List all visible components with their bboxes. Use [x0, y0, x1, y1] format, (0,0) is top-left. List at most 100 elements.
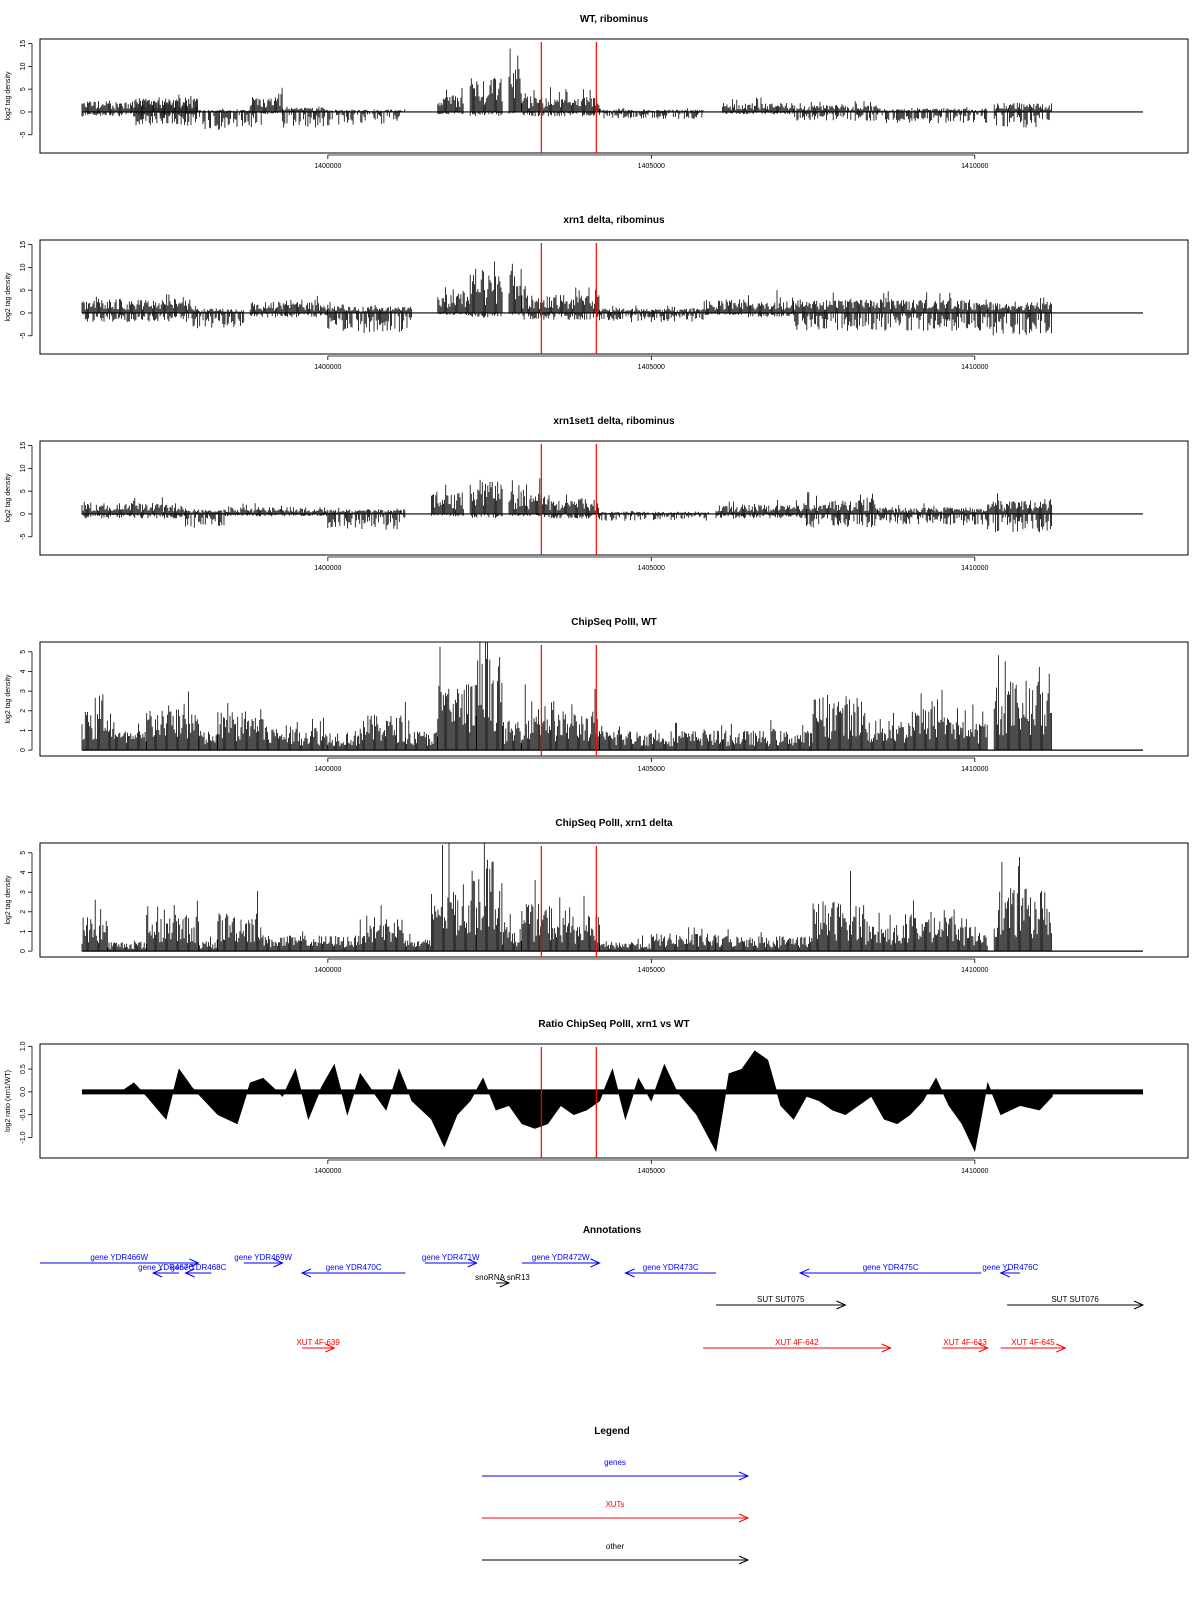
y-tick-label: -5 — [20, 132, 27, 138]
feature-arrowhead — [978, 1343, 989, 1353]
feature-label: gene YDR470C — [326, 1263, 382, 1272]
annotation-feature: gene YDR470C — [300, 1263, 406, 1278]
y-tick-label: 5 — [20, 489, 27, 493]
annotation-feature: XUT 4F-645 — [1000, 1338, 1067, 1353]
panel-title: xrn1set1 delta, ribominus — [553, 416, 675, 427]
feature-arrowhead — [624, 1268, 635, 1278]
panel-title: ChipSeq PolII, xrn1 delta — [555, 818, 673, 829]
y-tick-label: 5 — [20, 87, 27, 91]
plot-frame — [39, 641, 1189, 757]
data-series — [82, 1050, 1143, 1153]
annotation-feature: gene YDR475C — [798, 1263, 982, 1278]
feature-label: XUT 4F-639 — [296, 1338, 340, 1347]
legend-entry: other — [482, 1542, 750, 1565]
y-axis-label: log2 ratio (xrn1/WT) — [5, 1070, 12, 1132]
y-tick-label: 4 — [20, 870, 27, 874]
feature-arrowhead — [300, 1268, 312, 1278]
annotation-feature: gene YDR476C — [982, 1263, 1039, 1278]
chart-panel-2: xrn1 delta, ribominus -5 0 5 10 15 log2 tag de… — [5, 215, 1189, 371]
feature-label: snoRNA snR13 — [475, 1273, 530, 1282]
x-tick-label: 1410000 — [961, 565, 988, 572]
feature-arrowhead — [467, 1258, 478, 1268]
y-tick-label: 2 — [20, 709, 27, 713]
y-tick-label: 15 — [20, 241, 27, 249]
plot-frame — [39, 842, 1189, 958]
x-tick-label: 1405000 — [638, 967, 665, 974]
y-tick-label: 0 — [20, 110, 27, 114]
y-tick-label: 10 — [20, 464, 27, 472]
feature-arrowhead — [798, 1268, 810, 1278]
panel-title: Ratio ChipSeq PolII, xrn1 vs WT — [538, 1019, 689, 1030]
panel-title: xrn1 delta, ribominus — [563, 215, 665, 226]
x-tick-label: 1400000 — [314, 1168, 341, 1175]
feature-label: gene YDR473C — [643, 1263, 699, 1272]
x-tick-label: 1405000 — [638, 364, 665, 371]
chart-panel-5: ChipSeq PolII, xrn1 delta 0 1 2 3 4 5 log2 tag … — [5, 818, 1189, 974]
feature-label: XUT 4F-645 — [1011, 1338, 1055, 1347]
y-tick-label: 0 — [20, 512, 27, 516]
x-tick-label: 1405000 — [638, 163, 665, 170]
feature-arrowhead — [836, 1300, 847, 1310]
feature-label: gene YDR466W — [90, 1253, 148, 1262]
y-tick-label: 0.5 — [20, 1064, 27, 1074]
annotation-feature: XUT 4F-639 — [296, 1338, 340, 1353]
x-tick-label: 1410000 — [961, 1168, 988, 1175]
y-tick-label: 3 — [20, 689, 27, 693]
y-tick-label: 2 — [20, 910, 27, 914]
feature-label: XUT 4F-642 — [775, 1338, 819, 1347]
chart-panel-4: ChipSeq PolII, WT 0 1 2 3 4 5 log2 tag density 1… — [5, 617, 1189, 773]
annotation-feature: snoRNA snR13 — [475, 1273, 530, 1288]
y-tick-label: 4 — [20, 669, 27, 673]
annotation-feature: gene YDR471W — [422, 1253, 480, 1268]
legend-title: Legend — [594, 1426, 630, 1437]
y-tick-label: 1 — [20, 728, 27, 732]
density-bars — [81, 48, 1052, 130]
annotation-feature: gene YDR472W — [521, 1253, 601, 1268]
feature-label: gene YDR472W — [532, 1253, 590, 1262]
data-series — [81, 478, 1143, 533]
legend-arrowhead — [738, 1513, 750, 1523]
y-tick-label: 5 — [20, 851, 27, 855]
feature-arrowhead — [590, 1258, 601, 1268]
annotation-feature: gene YDR469W — [234, 1253, 292, 1268]
legend-entry: XUTs — [482, 1500, 750, 1523]
annotation-feature: gene YDR473C — [624, 1263, 717, 1278]
y-tick-label: -5 — [20, 534, 27, 540]
feature-arrowhead — [499, 1278, 511, 1288]
density-bars — [81, 642, 1052, 751]
feature-arrowhead — [999, 1268, 1010, 1278]
y-tick-label: 0 — [20, 311, 27, 315]
legend-arrowhead — [738, 1471, 750, 1481]
y-axis-label: log2 tag density — [5, 272, 12, 322]
annotation-feature: gene YDR466W — [40, 1253, 200, 1268]
panel-title: ChipSeq PolII, WT — [571, 617, 657, 628]
panel-title: WT, ribominus — [580, 14, 649, 25]
x-tick-label: 1410000 — [961, 163, 988, 170]
x-tick-label: 1410000 — [961, 364, 988, 371]
x-tick-label: 1400000 — [314, 766, 341, 773]
y-tick-label: 5 — [20, 288, 27, 292]
annotation-feature: XUT 4F-642 — [703, 1338, 892, 1353]
y-tick-label: 15 — [20, 442, 27, 450]
feature-arrowhead — [273, 1258, 284, 1268]
y-tick-label: 3 — [20, 890, 27, 894]
feature-arrowhead — [189, 1258, 200, 1268]
feature-label: gene YDR467C — [138, 1263, 194, 1272]
feature-label: gene YDR468C — [171, 1263, 227, 1272]
chart-panel-3: xrn1set1 delta, ribominus -5 0 5 10 15 log2 ta… — [5, 416, 1189, 572]
annotation-feature: XUT 4F-643 — [942, 1338, 989, 1353]
y-tick-label: -0.5 — [20, 1109, 27, 1121]
y-tick-label: 0 — [20, 748, 27, 752]
feature-arrowhead — [1133, 1300, 1145, 1310]
legend-arrowhead — [738, 1555, 750, 1565]
x-tick-label: 1400000 — [314, 565, 341, 572]
feature-label: gene YDR469W — [234, 1253, 292, 1262]
y-tick-label: 1.0 — [20, 1041, 27, 1051]
data-series — [81, 642, 1143, 751]
feature-label: SUT SUT075 — [757, 1295, 805, 1304]
y-tick-label: 10 — [20, 62, 27, 70]
chart-panel-1: WT, ribominus -5 0 5 10 15 log2 tag density 140… — [5, 14, 1189, 170]
annotation-feature: SUT SUT076 — [1007, 1295, 1145, 1310]
y-tick-label: 1 — [20, 929, 27, 933]
y-tick-label: 15 — [20, 40, 27, 48]
